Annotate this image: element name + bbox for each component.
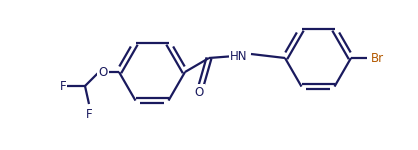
Text: O: O — [194, 85, 204, 99]
Text: F: F — [86, 108, 92, 120]
Text: O: O — [98, 66, 107, 78]
Text: F: F — [60, 80, 66, 93]
Text: Br: Br — [371, 51, 384, 64]
Text: HN: HN — [230, 50, 248, 63]
